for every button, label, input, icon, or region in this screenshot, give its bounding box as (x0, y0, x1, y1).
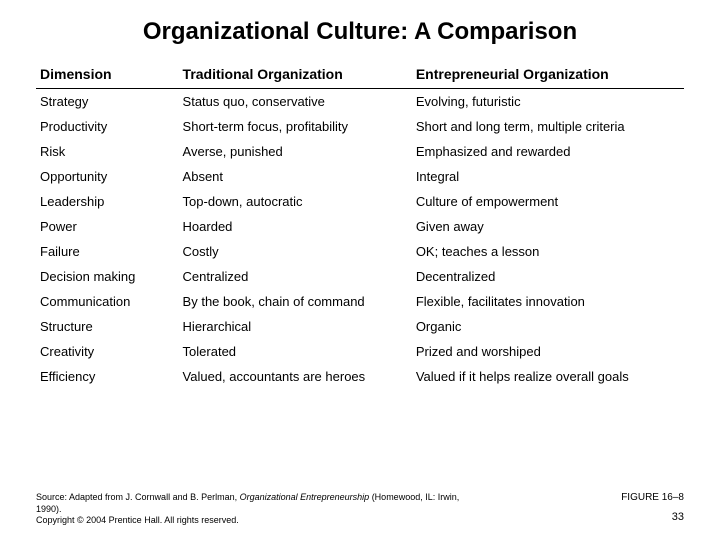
traditional-cell: Averse, punished (179, 139, 412, 164)
entrepreneurial-cell: Organic (412, 314, 684, 339)
footer-right: FIGURE 16–8 33 (621, 492, 684, 524)
dimension-cell: Structure (36, 314, 179, 339)
dimension-cell: Failure (36, 239, 179, 264)
table-header-row: Dimension Traditional Organization Entre… (36, 60, 684, 89)
dimension-cell: Creativity (36, 339, 179, 364)
comparison-table-wrap: Dimension Traditional Organization Entre… (0, 60, 720, 389)
traditional-cell: Hierarchical (179, 314, 412, 339)
traditional-cell: Valued, accountants are heroes (179, 364, 412, 389)
source-italic: Organizational Entrepreneurship (240, 492, 370, 502)
entrepreneurial-cell: Given away (412, 214, 684, 239)
comparison-table: Dimension Traditional Organization Entre… (36, 60, 684, 389)
entrepreneurial-cell: Prized and worshiped (412, 339, 684, 364)
traditional-cell: Hoarded (179, 214, 412, 239)
table-row: CreativityToleratedPrized and worshiped (36, 339, 684, 364)
entrepreneurial-cell: Flexible, facilitates innovation (412, 289, 684, 314)
slide: Organizational Culture: A Comparison Dim… (0, 0, 720, 540)
traditional-cell: Tolerated (179, 339, 412, 364)
table-row: EfficiencyValued, accountants are heroes… (36, 364, 684, 389)
dimension-cell: Efficiency (36, 364, 179, 389)
page-number: 33 (621, 511, 684, 525)
traditional-cell: By the book, chain of command (179, 289, 412, 314)
table-row: StrategyStatus quo, conservativeEvolving… (36, 89, 684, 115)
table-row: ProductivityShort-term focus, profitabil… (36, 114, 684, 139)
footer-source: Source: Adapted from J. Cornwall and B. … (36, 492, 466, 526)
table-row: Decision makingCentralizedDecentralized (36, 264, 684, 289)
table-row: RiskAverse, punishedEmphasized and rewar… (36, 139, 684, 164)
entrepreneurial-cell: Evolving, futuristic (412, 89, 684, 115)
entrepreneurial-cell: OK; teaches a lesson (412, 239, 684, 264)
col-header-traditional: Traditional Organization (179, 60, 412, 89)
slide-footer: Source: Adapted from J. Cornwall and B. … (36, 492, 684, 526)
dimension-cell: Decision making (36, 264, 179, 289)
dimension-cell: Leadership (36, 189, 179, 214)
entrepreneurial-cell: Integral (412, 164, 684, 189)
slide-title: Organizational Culture: A Comparison (0, 0, 720, 60)
source-prefix: Source: Adapted from J. Cornwall and B. … (36, 492, 240, 502)
table-row: StructureHierarchicalOrganic (36, 314, 684, 339)
table-row: CommunicationBy the book, chain of comma… (36, 289, 684, 314)
traditional-cell: Top-down, autocratic (179, 189, 412, 214)
table-row: OpportunityAbsentIntegral (36, 164, 684, 189)
entrepreneurial-cell: Short and long term, multiple criteria (412, 114, 684, 139)
table-body: StrategyStatus quo, conservativeEvolving… (36, 89, 684, 390)
traditional-cell: Centralized (179, 264, 412, 289)
table-row: LeadershipTop-down, autocraticCulture of… (36, 189, 684, 214)
figure-number: FIGURE 16–8 (621, 492, 684, 505)
traditional-cell: Short-term focus, profitability (179, 114, 412, 139)
col-header-entrepreneurial: Entrepreneurial Organization (412, 60, 684, 89)
dimension-cell: Opportunity (36, 164, 179, 189)
entrepreneurial-cell: Valued if it helps realize overall goals (412, 364, 684, 389)
entrepreneurial-cell: Emphasized and rewarded (412, 139, 684, 164)
dimension-cell: Communication (36, 289, 179, 314)
traditional-cell: Absent (179, 164, 412, 189)
entrepreneurial-cell: Decentralized (412, 264, 684, 289)
copyright-text: Copyright © 2004 Prentice Hall. All righ… (36, 515, 239, 525)
dimension-cell: Risk (36, 139, 179, 164)
dimension-cell: Strategy (36, 89, 179, 115)
traditional-cell: Costly (179, 239, 412, 264)
col-header-dimension: Dimension (36, 60, 179, 89)
table-row: PowerHoardedGiven away (36, 214, 684, 239)
dimension-cell: Productivity (36, 114, 179, 139)
dimension-cell: Power (36, 214, 179, 239)
table-row: FailureCostlyOK; teaches a lesson (36, 239, 684, 264)
traditional-cell: Status quo, conservative (179, 89, 412, 115)
entrepreneurial-cell: Culture of empowerment (412, 189, 684, 214)
